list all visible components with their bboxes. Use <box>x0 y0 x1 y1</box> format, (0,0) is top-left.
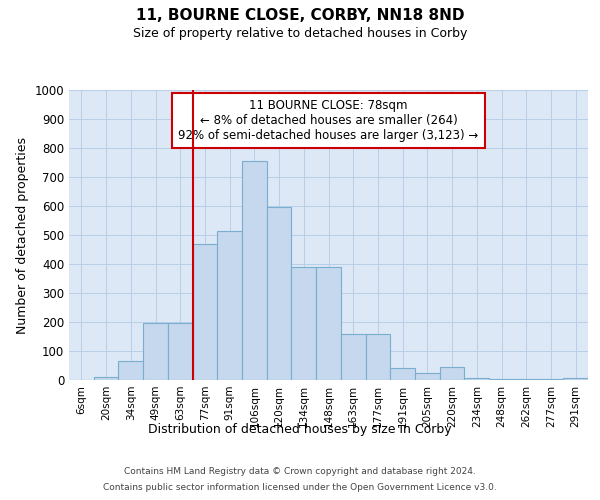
Text: 11 BOURNE CLOSE: 78sqm
← 8% of detached houses are smaller (264)
92% of semi-det: 11 BOURNE CLOSE: 78sqm ← 8% of detached … <box>178 98 479 142</box>
Bar <box>118 361 143 380</box>
Bar <box>143 324 168 380</box>
Text: 11, BOURNE CLOSE, CORBY, NN18 8ND: 11, BOURNE CLOSE, CORBY, NN18 8ND <box>136 8 464 22</box>
Y-axis label: Number of detached properties: Number of detached properties <box>16 136 29 334</box>
Text: Contains public sector information licensed under the Open Government Licence v3: Contains public sector information licen… <box>103 482 497 492</box>
Text: Contains HM Land Registry data © Crown copyright and database right 2024.: Contains HM Land Registry data © Crown c… <box>124 468 476 476</box>
Bar <box>514 379 539 380</box>
Bar <box>365 334 390 380</box>
Bar <box>563 378 588 380</box>
Bar <box>464 378 489 380</box>
Text: Size of property relative to detached houses in Corby: Size of property relative to detached ho… <box>133 28 467 40</box>
Bar <box>341 334 365 380</box>
Bar <box>168 324 193 380</box>
Bar <box>94 377 118 380</box>
Bar <box>390 368 415 380</box>
Bar <box>415 373 440 380</box>
Bar <box>539 379 563 380</box>
Bar <box>440 367 464 380</box>
Bar <box>193 244 217 380</box>
Bar <box>292 267 316 380</box>
Bar <box>217 230 242 380</box>
Bar <box>242 161 267 380</box>
Bar <box>267 208 292 380</box>
Bar <box>316 267 341 380</box>
Bar <box>489 379 514 380</box>
Text: Distribution of detached houses by size in Corby: Distribution of detached houses by size … <box>148 422 452 436</box>
